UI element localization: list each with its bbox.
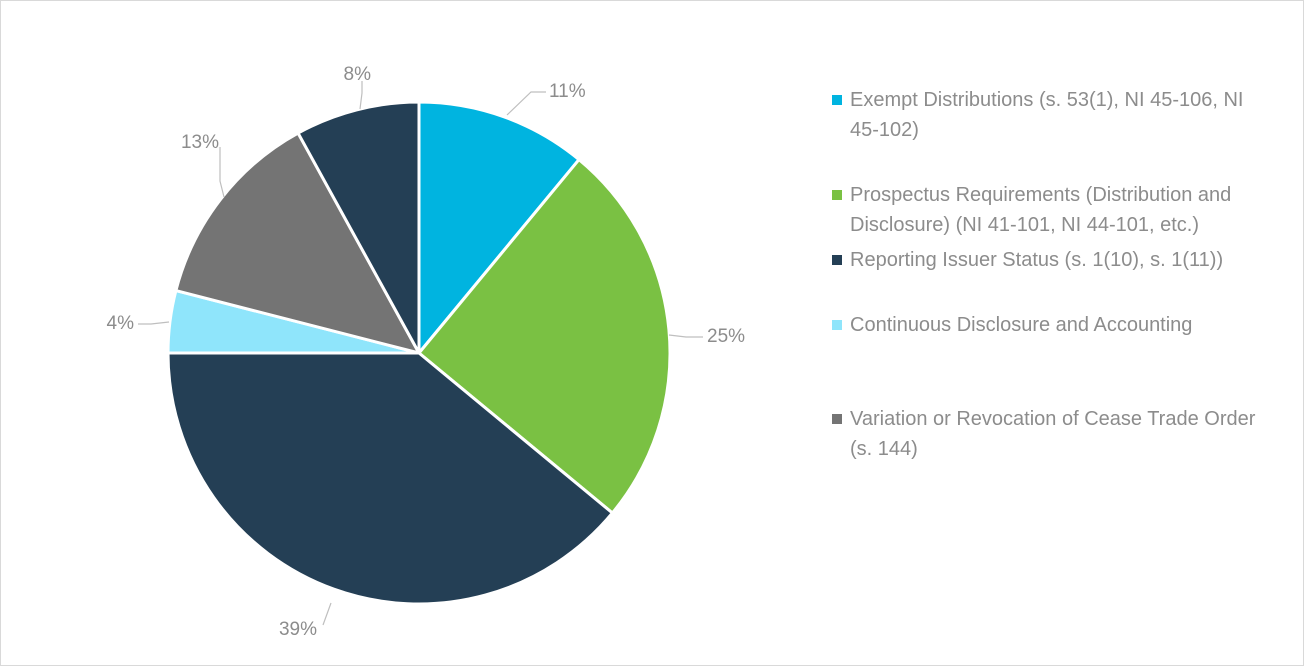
- legend-swatch: [832, 320, 842, 330]
- leader-line: [668, 334, 703, 338]
- data-label: 11%: [549, 81, 586, 102]
- data-label: 25%: [707, 326, 745, 347]
- legend-item-reporting-issuer-status: Reporting Issuer Status (s. 1(10), s. 1(…: [831, 245, 1261, 275]
- pie-slices: [166, 100, 672, 606]
- pie-slice: [166, 351, 614, 606]
- pie-slice: [296, 100, 421, 355]
- legend-label: Exempt Distributions (s. 53(1), NI 45-10…: [850, 89, 1244, 141]
- leader-line: [219, 147, 225, 198]
- leader-line: [322, 602, 332, 626]
- legend-label: Variation or Revocation of Cease Trade O…: [850, 408, 1256, 460]
- leader-line: [138, 321, 170, 325]
- data-label: 8%: [344, 64, 372, 85]
- leader-line: [506, 91, 546, 116]
- legend-item-exempt-distributions: Exempt Distributions (s. 53(1), NI 45-10…: [831, 85, 1261, 145]
- leader-lines: [138, 81, 703, 626]
- legend-label: Continuous Disclosure and Accounting: [850, 314, 1193, 336]
- data-label: 13%: [181, 132, 219, 153]
- pie-slice: [417, 100, 581, 355]
- legend-swatch: [832, 255, 842, 265]
- legend-swatch: [832, 414, 842, 424]
- legend-item-cease-trade-order: Variation or Revocation of Cease Trade O…: [831, 404, 1261, 464]
- legend-label: Reporting Issuer Status (s. 1(10), s. 1(…: [850, 249, 1224, 271]
- legend-item-continuous-disclosure: Continuous Disclosure and Accounting: [831, 310, 1261, 340]
- leader-line: [359, 81, 363, 110]
- pie-slice: [417, 158, 672, 515]
- legend-swatch: [832, 190, 842, 200]
- legend-item-prospectus-requirements: Prospectus Requirements (Distribution an…: [831, 180, 1261, 240]
- pie-slice: [174, 131, 421, 355]
- legend-label: Prospectus Requirements (Distribution an…: [850, 184, 1232, 236]
- data-label: 39%: [279, 619, 317, 640]
- legend: Exempt Distributions (s. 53(1), NI 45-10…: [831, 85, 1261, 464]
- data-labels: 11% 25% 39% 4% 13% 8%: [107, 64, 746, 640]
- legend-swatch: [832, 95, 842, 105]
- data-label: 4%: [107, 313, 135, 334]
